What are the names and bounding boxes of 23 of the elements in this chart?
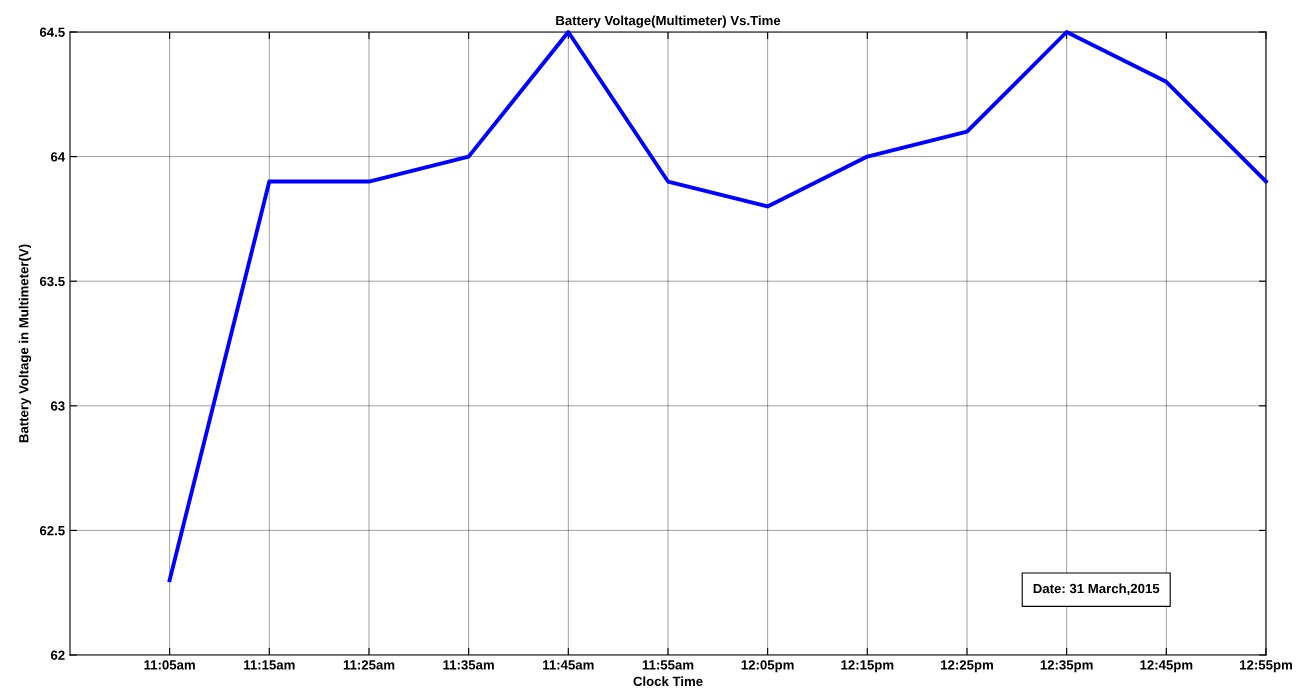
x-tick-label: 12:35pm [1040,660,1093,673]
y-axis-title: Battery Voltage in Multimeter(V) [18,244,32,443]
y-tick-label: 64.5 [39,27,65,37]
x-tick-label: 11:25am [343,660,395,670]
x-tick-label: 12:05pm [741,660,794,673]
line-series [167,30,1268,583]
x-tick-label: 11:05am [144,660,195,670]
x-tick-label: 11:55am [642,660,694,670]
y-tick-label: 63.5 [39,276,65,287]
y-tick-label: 62 [50,650,65,660]
x-tick-label: 11:35am [443,660,494,670]
x-tick-label: 11:15am [244,660,295,670]
x-tick-label: 12:55pm [1240,660,1292,673]
x-tick-label: 11:45am [543,660,594,670]
y-tick-label: 64 [50,152,66,162]
chart-title: Battery Voltage(Multimeter) Vs.Time [556,15,781,28]
x-axis-title: Clock Time [633,676,703,687]
y-tick-label: 63 [50,401,65,411]
annotation: Date: 31 March,2015 [1033,583,1160,596]
y-tick-label: 62.5 [39,525,65,536]
x-tick-label: 12:25pm [941,660,993,673]
x-tick-label: 12:15pm [841,660,894,673]
x-tick-label: 12:45pm [1140,660,1193,673]
